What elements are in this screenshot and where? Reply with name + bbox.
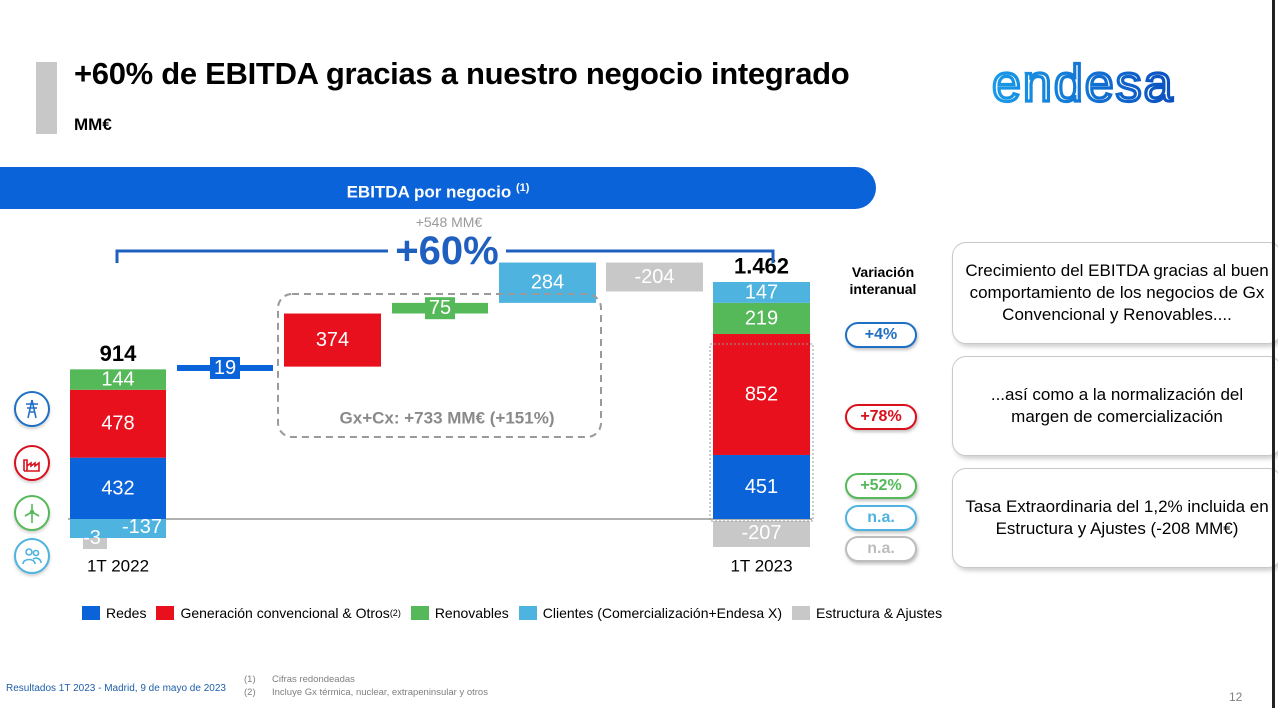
legend-swatch bbox=[518, 606, 537, 620]
variation-generaci-n-convencional-otros-bar bbox=[284, 313, 381, 367]
unit-label: MM€ bbox=[74, 115, 112, 134]
variation-header: Variación interanual bbox=[838, 264, 928, 298]
p2-label-estructura-ajustes: -207 bbox=[741, 522, 781, 544]
legend-item-2: Generación convencional & Otros (2) bbox=[156, 605, 401, 621]
endesa-logo: endesa bbox=[990, 53, 1200, 114]
p1-label-estructura-ajustes: -3 bbox=[83, 527, 101, 549]
variation-pill-1: +4% bbox=[845, 322, 917, 348]
variation-estructura-ajustes-label: -204 bbox=[634, 266, 674, 288]
variation-header-line1: Variación bbox=[851, 264, 915, 280]
grid-tower-icon bbox=[14, 391, 50, 427]
variation-estructura-ajustes-bar bbox=[606, 262, 703, 292]
variation-clientes-comercializaci-n-endesa-x-label: 284 bbox=[531, 272, 564, 294]
p1-axis-label: 1T 2022 bbox=[87, 557, 149, 576]
p1-bar-renovables bbox=[70, 369, 166, 390]
people-icon bbox=[14, 538, 50, 574]
p2-label-redes: 451 bbox=[745, 476, 778, 498]
logo-text: endesa bbox=[992, 58, 1175, 108]
legend-item-5: Estructura & Ajustes bbox=[792, 605, 942, 621]
legend-label: Renovables bbox=[434, 605, 509, 621]
legend-item-3: Renovables bbox=[410, 605, 509, 621]
chart-legend: Redes Generación convencional & Otros (2) R… bbox=[82, 605, 952, 621]
footnotes: (1) Cifras redondeadas (2) Incluye Gx térm… bbox=[244, 673, 488, 699]
variation-redes-label-box bbox=[210, 356, 240, 379]
variation-pill-3: +52% bbox=[845, 473, 917, 499]
legend-item-4: Clientes (Comercialización+Endesa X) bbox=[518, 605, 783, 621]
growth-pct: +60% bbox=[395, 229, 498, 273]
page-title: +60% de EBITDA gracias a nuestro negocio… bbox=[74, 56, 850, 91]
legend-label: Estructura & Ajustes bbox=[816, 605, 943, 621]
p1-bar-clientes-comercializaci-n-endesa-x bbox=[70, 519, 166, 538]
variation-redes-label: 19 bbox=[214, 357, 236, 379]
variation-generaci-n-convencional-otros-label: 374 bbox=[316, 329, 349, 351]
p2-total: 1.462 bbox=[734, 254, 789, 279]
right-border-line bbox=[1272, 0, 1275, 708]
banner-label: EBITDA por negocio bbox=[346, 182, 512, 202]
p1-bar-generaci-n-convencional-otros bbox=[70, 389, 166, 458]
commentary-card-2: ...así como a la normalización del marge… bbox=[952, 356, 1278, 456]
variation-header-line2: interanual bbox=[849, 281, 917, 297]
variation-renovables-label: 75 bbox=[429, 297, 451, 319]
legend-footnote-ref: (2) bbox=[389, 608, 401, 618]
legend-swatch bbox=[156, 606, 175, 620]
p2-axis-label: 1T 2023 bbox=[730, 557, 792, 576]
legend-label: Redes bbox=[106, 605, 147, 621]
variation-pill-4: n.a. bbox=[845, 505, 917, 531]
legend-swatch bbox=[410, 606, 429, 620]
footer-source: Resultados 1T 2023 - Madrid, 9 de mayo d… bbox=[6, 683, 226, 694]
wind-turbine-icon bbox=[14, 495, 50, 531]
commentary-card-1: Crecimiento del EBITDA gracias al buen c… bbox=[952, 242, 1278, 344]
commentary-text-3: Tasa Extraordinaria del 1,2% incluida en… bbox=[965, 497, 1269, 538]
p1-label-generaci-n-convencional-otros: 478 bbox=[101, 413, 134, 435]
commentary-text-2: ...así como a la normalización del marge… bbox=[990, 385, 1244, 426]
growth-bracket bbox=[115, 249, 775, 263]
legend-item-1: Redes bbox=[82, 605, 146, 621]
legend-label: Clientes (Comercialización+Endesa X) bbox=[542, 605, 783, 621]
title-accent-bar bbox=[36, 62, 57, 134]
p1-label-clientes-comercializaci-n-endesa-x: -137 bbox=[122, 516, 162, 538]
page-number: 12 bbox=[1229, 690, 1243, 704]
p2-label-generaci-n-convencional-otros: 852 bbox=[745, 383, 778, 405]
gx-cx-group-note: Gx+Cx: +733 MM€ (+151%) bbox=[340, 409, 555, 428]
legend-swatch bbox=[82, 606, 100, 620]
legend-swatch bbox=[792, 606, 811, 620]
chart-banner: EBITDA por negocio (1) bbox=[0, 167, 876, 209]
variation-pill-5: n.a. bbox=[845, 536, 917, 562]
legend-label: Generación convencional & Otros bbox=[180, 605, 390, 621]
commentary-text-1: Crecimiento del EBITDA gracias al buen c… bbox=[965, 261, 1269, 324]
footnote-2: (2) Incluye Gx térmica, nuclear, extrapen… bbox=[244, 687, 488, 698]
gx-cx-group-box bbox=[277, 293, 602, 438]
commentary-card-3: Tasa Extraordinaria del 1,2% incluida en… bbox=[952, 468, 1278, 568]
variation-renovables-label-box bbox=[425, 297, 455, 320]
footnote-1: (1) Cifras redondeadas bbox=[244, 674, 355, 685]
variation-clientes-comercializaci-n-endesa-x-bar bbox=[499, 262, 596, 303]
p1-label-renovables: 144 bbox=[101, 369, 134, 391]
p2-bar-generaci-n-convencional-otros bbox=[713, 333, 810, 455]
p1-label-redes: 432 bbox=[101, 477, 134, 499]
factory-icon bbox=[14, 445, 50, 481]
growth-abs: +548 MM€ bbox=[416, 214, 483, 230]
p2-bar-clientes-comercializaci-n-endesa-x bbox=[713, 282, 810, 303]
p2-label-clientes-comercializaci-n-endesa-x: 147 bbox=[745, 281, 778, 303]
p2-bar-estructura-ajustes bbox=[713, 521, 810, 547]
p2-bar-redes bbox=[713, 454, 810, 519]
p1-total: 914 bbox=[100, 341, 137, 366]
banner-note: (1) bbox=[515, 182, 530, 194]
p2-bar-renovables bbox=[713, 302, 810, 334]
variation-pill-2: +78% bbox=[845, 404, 917, 430]
p1-bar-redes bbox=[70, 457, 166, 519]
p2-label-renovables: 219 bbox=[745, 307, 778, 329]
